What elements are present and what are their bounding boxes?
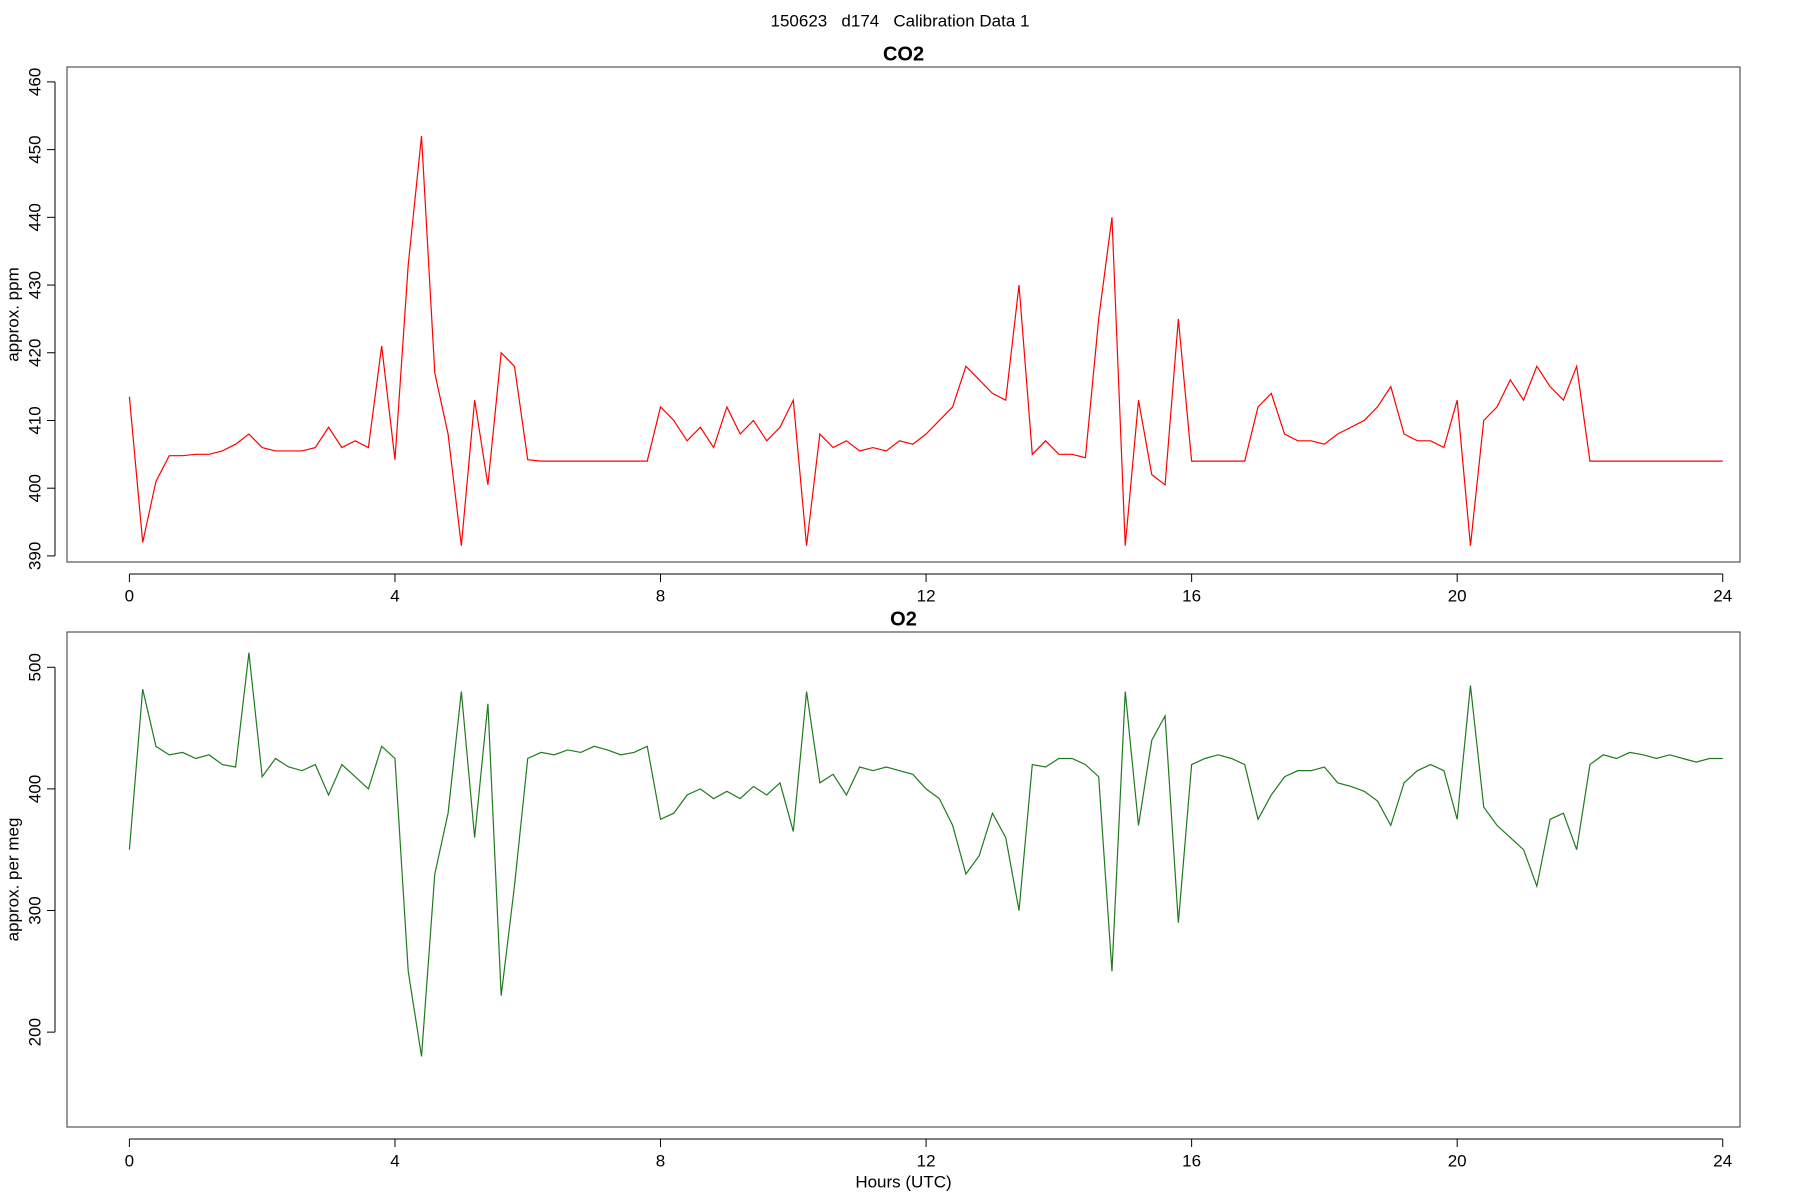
y-tick-label: 460 xyxy=(25,68,44,96)
y-tick-label: 430 xyxy=(25,271,44,299)
figure-title: 150623 d174 Calibration Data 1 xyxy=(771,11,1030,30)
x-tick-label: 24 xyxy=(1713,1151,1732,1170)
y-tick-label: 390 xyxy=(25,542,44,570)
panel-title: CO2 xyxy=(883,43,924,65)
x-tick-label: 4 xyxy=(390,586,399,605)
x-tick-label: 0 xyxy=(125,1151,134,1170)
y-tick-label: 300 xyxy=(25,896,44,924)
panel-title: O2 xyxy=(890,608,917,630)
x-tick-label: 4 xyxy=(390,1151,399,1170)
x-tick-label: 8 xyxy=(656,1151,665,1170)
x-tick-label: 12 xyxy=(917,1151,936,1170)
y-tick-label: 450 xyxy=(25,135,44,163)
plot-box xyxy=(66,66,1741,563)
x-tick-label: 12 xyxy=(917,586,936,605)
y-axis-label: approx. ppm xyxy=(3,267,22,362)
y-tick-label: 410 xyxy=(25,406,44,434)
y-tick-label: 420 xyxy=(25,339,44,367)
x-tick-label: 24 xyxy=(1713,586,1732,605)
y-tick-label: 400 xyxy=(25,474,44,502)
y-tick-label: 400 xyxy=(25,775,44,803)
y-tick-label: 440 xyxy=(25,203,44,231)
data-line xyxy=(128,136,1723,546)
x-tick-label: 20 xyxy=(1448,586,1467,605)
y-tick-label: 500 xyxy=(25,653,44,681)
y-tick-label: 200 xyxy=(25,1018,44,1046)
data-line xyxy=(128,652,1723,1057)
x-tick-label: 8 xyxy=(656,586,665,605)
x-tick-label: 16 xyxy=(1182,1151,1201,1170)
x-tick-label: 0 xyxy=(125,586,134,605)
y-axis-label: approx. per meg xyxy=(3,818,22,942)
x-tick-label: 20 xyxy=(1448,1151,1467,1170)
x-axis-label: Hours (UTC) xyxy=(855,1172,951,1191)
x-tick-label: 16 xyxy=(1182,586,1201,605)
plot-box xyxy=(66,631,1741,1128)
